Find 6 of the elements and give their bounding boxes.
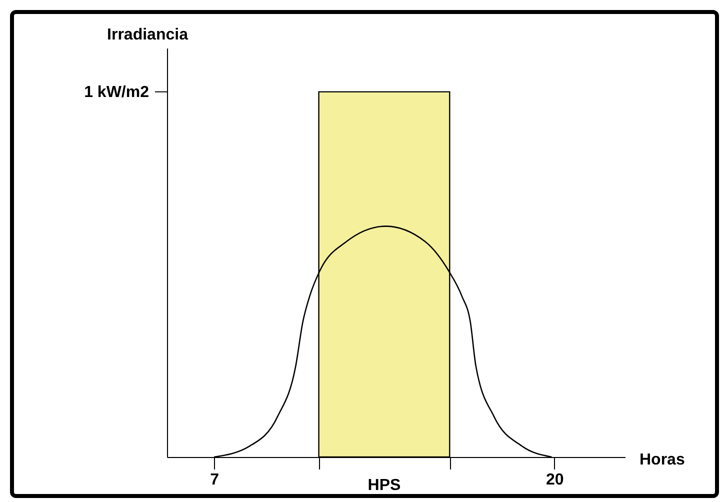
x-tick-label: 20 — [546, 472, 564, 488]
x-axis-title: Horas — [640, 452, 685, 468]
y-axis-title: Irradiancia — [107, 26, 188, 44]
x-tick-label: 7 — [210, 472, 220, 488]
text: 1 kW/m2 — [84, 84, 150, 101]
text: HPS — [368, 477, 401, 494]
